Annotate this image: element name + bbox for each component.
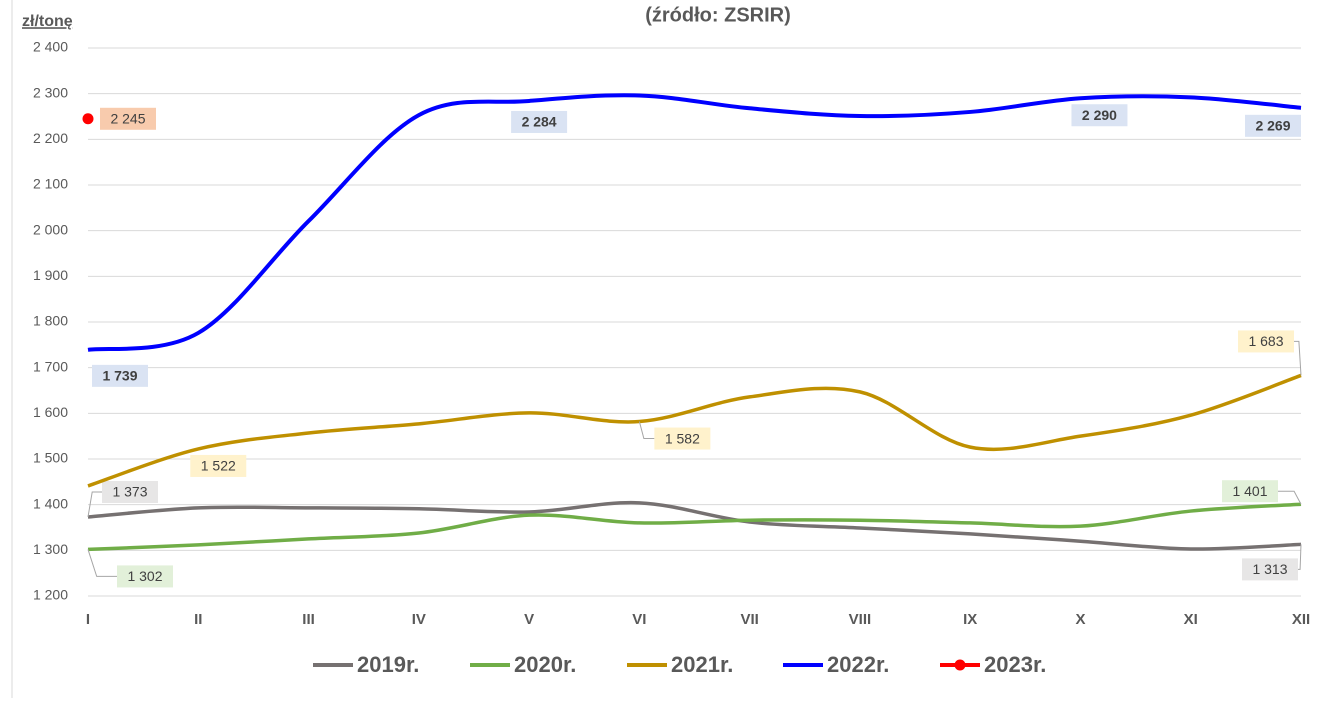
data-label-bg	[1242, 558, 1298, 581]
data-label: 1 522	[201, 458, 236, 474]
data-label: 1 401	[1232, 483, 1267, 499]
data-point	[82, 113, 94, 125]
data-label-bg	[117, 565, 173, 588]
x-tick-label: I	[86, 611, 90, 628]
x-tick-label: VI	[632, 611, 646, 628]
legend-label: 2023r.	[984, 652, 1046, 677]
data-label-bg	[100, 107, 156, 130]
y-tick-label: 1 300	[33, 541, 68, 557]
y-tick-label: 2 300	[33, 84, 68, 100]
x-tick-label: XI	[1184, 611, 1198, 628]
x-tick-label: V	[524, 611, 534, 628]
y-tick-label: 1 800	[33, 313, 68, 329]
label-leader	[1278, 490, 1302, 505]
data-label: 2 290	[1082, 107, 1117, 123]
data-label-bg	[1245, 114, 1301, 137]
x-tick-label: III	[302, 611, 315, 628]
label-leader	[87, 549, 117, 577]
x-tick-label: IX	[963, 611, 977, 628]
data-label: 1 582	[665, 430, 700, 446]
x-tick-label: IV	[412, 611, 426, 628]
series-line	[87, 502, 1302, 552]
label-leader	[1298, 544, 1302, 570]
data-label-bg	[190, 454, 247, 477]
y-tick-label: 1 900	[33, 267, 68, 283]
label-leader	[638, 421, 655, 440]
y-tick-label: 1 600	[33, 404, 68, 420]
series-line	[87, 373, 1302, 488]
legend-label: 2021r.	[671, 652, 733, 677]
legend-marker	[954, 659, 966, 671]
x-tick-label: II	[194, 611, 202, 628]
x-tick-label: VIII	[849, 611, 872, 628]
data-label-bg	[1238, 330, 1294, 353]
y-tick-label: 1 700	[33, 358, 68, 374]
data-label: 2 284	[522, 114, 557, 130]
data-label-bg	[511, 110, 568, 133]
data-label-bg	[92, 364, 148, 387]
data-label-bg	[1222, 480, 1278, 503]
label-leader	[87, 491, 102, 518]
data-label: 1 683	[1248, 333, 1283, 349]
label-leader	[1294, 340, 1302, 376]
data-label: 2 245	[110, 110, 145, 126]
y-tick-label: 1 400	[33, 495, 68, 511]
chart-title: (źródło: ZSRIR)	[645, 4, 791, 26]
data-label-bg	[102, 480, 158, 503]
y-axis-label: zł/tonę	[22, 13, 73, 30]
data-label: 1 313	[1252, 561, 1287, 577]
series-line	[87, 93, 1302, 352]
data-label: 1 302	[127, 568, 162, 584]
y-tick-label: 2 000	[33, 221, 68, 237]
x-tick-label: X	[1075, 611, 1085, 628]
x-tick-label: VII	[740, 611, 758, 628]
y-tick-label: 2 200	[33, 130, 68, 146]
legend-label: 2022r.	[827, 652, 889, 677]
data-label: 1 373	[112, 484, 147, 500]
y-tick-label: 1 200	[33, 587, 68, 603]
data-label: 1 739	[102, 368, 137, 384]
data-label-bg	[654, 427, 711, 450]
x-tick-label: XII	[1292, 611, 1310, 628]
y-tick-label: 2 100	[33, 176, 68, 192]
y-tick-label: 1 500	[33, 450, 68, 466]
legend-label: 2020r.	[514, 652, 576, 677]
y-tick-label: 2 400	[33, 39, 68, 55]
data-label: 2 269	[1255, 118, 1290, 134]
legend-label: 2019r.	[357, 652, 419, 677]
data-label-bg	[1071, 104, 1128, 127]
series-line	[87, 500, 1302, 551]
